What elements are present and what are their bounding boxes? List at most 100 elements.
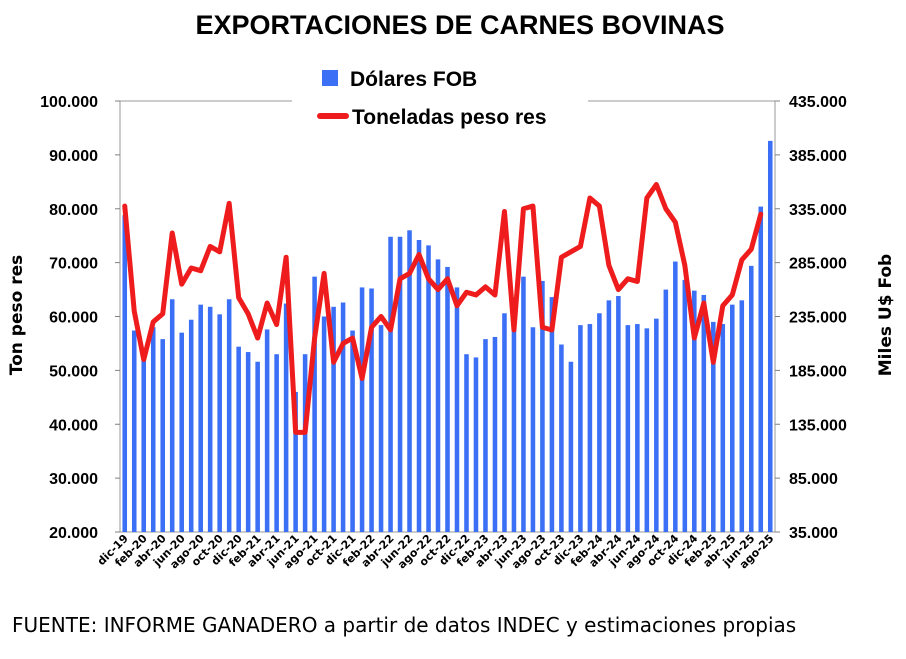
left-tick-label: 60.000 — [49, 310, 98, 327]
bar — [511, 313, 517, 532]
bar — [720, 324, 726, 532]
bar — [758, 206, 764, 532]
bar — [293, 391, 298, 532]
left-tick-label: 30.000 — [49, 471, 98, 488]
bar — [767, 140, 773, 532]
x-axis: dic-19feb-20abr-20jun-20ago-20oct-20dic-… — [95, 532, 777, 572]
bar — [160, 339, 165, 532]
legend: Dólares FOB Toneladas peso res — [292, 62, 588, 137]
bar-series — [122, 140, 773, 533]
bar — [388, 236, 393, 532]
bar — [587, 324, 593, 532]
right-axis-label: Miles U$ Fob — [876, 254, 896, 376]
bar — [597, 313, 602, 532]
bar — [682, 279, 688, 532]
bar — [131, 330, 137, 532]
bar — [559, 344, 564, 532]
bar — [426, 245, 431, 532]
legend-label-bars: Dólares FOB — [350, 68, 477, 91]
left-tick-label: 40.000 — [49, 417, 98, 434]
left-axis: 20.000 30.000 40.000 50.000 60.000 70.000 80.0… — [40, 94, 120, 542]
bar — [226, 299, 232, 532]
right-tick-label: 335.000 — [789, 202, 847, 219]
bar — [416, 240, 422, 532]
right-tick-label: 235.000 — [789, 310, 847, 327]
legend-label-line: Toneladas peso res — [352, 106, 547, 129]
line-path — [122, 182, 764, 435]
bar — [141, 357, 147, 532]
bar — [122, 215, 128, 532]
left-tick-label: 70.000 — [49, 256, 98, 273]
left-tick-label: 90.000 — [49, 148, 98, 165]
bar — [169, 299, 175, 532]
legend-background — [292, 62, 588, 137]
left-axis-label: Ton peso res — [7, 255, 27, 376]
legend-swatch-bars — [322, 70, 338, 86]
bar — [521, 276, 526, 532]
right-tick-label: 135.000 — [789, 417, 847, 434]
bar — [312, 276, 317, 532]
bar — [654, 318, 659, 532]
bar — [730, 304, 735, 532]
right-tick-label: 85.000 — [789, 471, 838, 488]
bar — [606, 300, 612, 532]
right-axis: 35.000 85.000 135.000 185.000 235.000 285.000… — [775, 94, 847, 542]
bar — [454, 287, 460, 532]
bar — [663, 289, 669, 532]
left-tick-label: 50.000 — [49, 363, 98, 380]
bar — [435, 259, 441, 532]
bar — [350, 330, 355, 532]
bar — [644, 328, 650, 532]
bar — [359, 287, 365, 532]
bar — [283, 303, 289, 532]
bar — [692, 290, 697, 532]
bar — [236, 346, 241, 532]
right-tick-label: 385.000 — [789, 148, 847, 165]
bar — [625, 325, 631, 532]
bar — [264, 329, 270, 532]
bar — [198, 304, 203, 532]
right-tick-label: 435.000 — [789, 94, 847, 111]
bar — [340, 302, 346, 532]
bar — [701, 294, 707, 532]
bar — [616, 296, 621, 532]
bar — [464, 354, 469, 532]
bar — [217, 314, 222, 532]
bar — [179, 332, 184, 532]
source-note: FUENTE: INFORME GANADERO a partir de dat… — [12, 613, 797, 637]
bar — [274, 354, 279, 532]
chart-title: EXPORTACIONES DE CARNES BOVINAS — [195, 10, 724, 40]
bar — [378, 325, 384, 532]
left-tick-label: 80.000 — [49, 202, 98, 219]
line-series — [122, 182, 764, 435]
bar — [492, 336, 498, 532]
bar — [549, 297, 555, 532]
bar — [245, 352, 251, 532]
bar — [255, 361, 260, 532]
bar — [578, 325, 583, 532]
bar — [748, 265, 754, 532]
left-tick-label: 20.000 — [49, 525, 98, 542]
bar — [321, 316, 327, 532]
bar — [635, 324, 640, 532]
bar — [445, 266, 450, 532]
bar — [188, 319, 194, 532]
bar — [302, 354, 308, 532]
bar — [483, 339, 488, 532]
bar — [530, 327, 536, 532]
bar — [502, 313, 507, 532]
bar — [568, 361, 574, 532]
right-tick-label: 35.000 — [789, 525, 838, 542]
bar — [673, 261, 678, 532]
bar — [711, 321, 716, 532]
bar — [331, 306, 336, 532]
left-tick-label: 100.000 — [40, 94, 98, 111]
bar — [540, 280, 545, 532]
bar — [739, 300, 745, 532]
right-tick-label: 285.000 — [789, 256, 847, 273]
bar — [207, 306, 213, 532]
bar — [407, 230, 412, 533]
bar — [369, 288, 374, 532]
bar — [397, 236, 403, 532]
